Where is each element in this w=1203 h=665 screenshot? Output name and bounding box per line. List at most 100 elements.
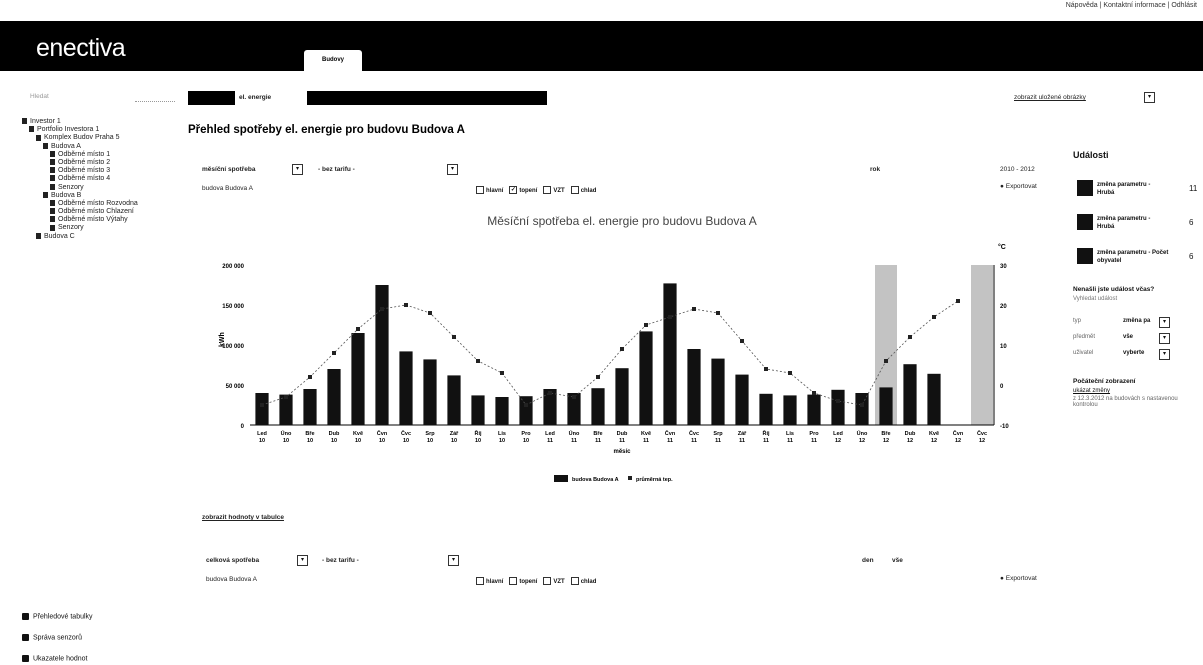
tree-item[interactable]: Senzory [22, 224, 192, 232]
temperature-point [932, 315, 936, 319]
tree-item-label: Budova C [44, 232, 75, 240]
object-select[interactable]: budova Budova A [202, 185, 253, 192]
period-select[interactable]: rok [870, 166, 881, 173]
highlight-band [971, 265, 993, 425]
find-sub[interactable]: Vyhledat událost [1073, 296, 1118, 302]
checkbox-topení[interactable]: ✓ topení [509, 186, 537, 195]
x-tick-label-year: 10 [283, 438, 289, 444]
event-filter[interactable]: typ změna pa ▾ [1073, 317, 1198, 330]
tree-item[interactable]: Komplex Budov Praha 5 [22, 134, 192, 142]
filter-dropdown-icon[interactable]: ▾ [1159, 333, 1170, 344]
bottom-nav-1[interactable]: Správa senzorů [22, 634, 82, 641]
checkbox-box[interactable] [476, 577, 484, 586]
x-tick-label-year: 12 [835, 438, 841, 444]
event-item[interactable]: změna parametru - Hrubá 11 [1073, 180, 1198, 198]
checkbox-label: chlad [580, 188, 597, 194]
date-select-2[interactable]: vše [892, 557, 903, 564]
temperature-point [956, 299, 960, 303]
tree-item[interactable]: Odběrné místo 4 [22, 175, 192, 183]
checkbox-chlad[interactable]: chlad [570, 186, 597, 195]
tariff-dropdown-icon-2[interactable]: ▾ [448, 555, 459, 566]
event-filter[interactable]: uživatel vyberte ▾ [1073, 349, 1198, 362]
tree-item[interactable]: Odběrné místo 1 [22, 151, 192, 159]
tree-item[interactable]: Investor 1 [22, 118, 192, 126]
tree-item[interactable]: Portfolio Investora 1 [22, 126, 192, 134]
bar [663, 283, 677, 425]
tree-item[interactable]: Odběrné místo Rozvodna [22, 200, 192, 208]
export-label-2: Exportovat [1005, 575, 1037, 582]
tab-budovy[interactable]: Budovy [304, 50, 362, 71]
filter-dropdown-icon[interactable]: ▾ [1159, 349, 1170, 360]
mode-dropdown-icon[interactable]: ▾ [292, 164, 303, 175]
node-icon [43, 191, 48, 198]
x-tick-label: Čvc [401, 430, 411, 437]
object-select-2[interactable]: budova Budova A [206, 576, 257, 583]
x-tick-label-year: 11 [763, 438, 769, 444]
checkbox-VZT[interactable]: VZT [543, 577, 565, 586]
tree-item[interactable]: Budova C [22, 233, 192, 241]
mode-select-2[interactable]: celková spotřeba [206, 557, 260, 564]
table-link[interactable]: zobrazit hodnoty v tabulce [202, 514, 284, 521]
tree-item[interactable]: Odběrné místo Výtahy [22, 216, 192, 224]
checkbox-hlavní[interactable]: hlavní [476, 577, 503, 586]
checkbox-box[interactable] [543, 577, 552, 586]
tree-item[interactable]: Senzory [22, 184, 192, 192]
bottom-nav-2[interactable]: Ukazatele hodnot [22, 655, 87, 662]
logo[interactable]: enectiva [36, 34, 126, 62]
checkbox-box[interactable] [509, 577, 518, 586]
x-tick-label-year: 11 [643, 438, 649, 444]
checkbox-box[interactable]: ✓ [509, 186, 518, 195]
checkbox-box[interactable] [543, 186, 552, 195]
year-range[interactable]: 2010 - 2012 [1000, 166, 1035, 173]
tree-item[interactable]: Odběrné místo 3 [22, 167, 192, 175]
event-count: 11 [1189, 184, 1198, 193]
checkbox-hlavní[interactable]: hlavní [476, 186, 503, 195]
temperature-point [596, 375, 600, 379]
x-tick-label: Dub [905, 431, 916, 437]
tree-item[interactable]: Odběrné místo 2 [22, 159, 192, 167]
temperature-line [261, 300, 959, 406]
event-filter[interactable]: předmět vše ▾ [1073, 333, 1198, 346]
event-item[interactable]: změna parametru - Hrubá 6 [1073, 214, 1198, 232]
saved-images-select[interactable]: ▾ [1144, 92, 1155, 103]
checkbox-topení[interactable]: topení [509, 577, 537, 586]
event-item[interactable]: změna parametru - Počet obyvatel 6 [1073, 248, 1198, 266]
tree-item-label: Odběrné místo Výtahy [58, 216, 128, 224]
consumption-chart: Měsíční spotřeba el. energie pro budovu … [219, 214, 1009, 483]
bottom-nav-0[interactable]: Přehledové tabulky [22, 613, 93, 620]
filter-dropdown-icon[interactable]: ▾ [1159, 317, 1170, 328]
mode-select[interactable]: měsíční spotřeba [202, 166, 256, 173]
tree-item[interactable]: Budova A [22, 143, 192, 151]
top-links[interactable]: Nápověda | Kontaktní informace | Odhlási… [1065, 2, 1197, 9]
temperature-point [812, 391, 816, 395]
tariff-dropdown-icon[interactable]: ▾ [447, 164, 458, 175]
checkbox-VZT[interactable]: VZT [543, 186, 565, 195]
export-button-2[interactable]: ● Exportovat [1000, 575, 1037, 582]
x-tick-label: Dub [329, 431, 340, 437]
x-tick-label-year: 12 [931, 438, 937, 444]
checkbox-box[interactable] [570, 186, 579, 195]
checkbox-box[interactable] [570, 577, 579, 586]
x-tick-label: Led [833, 431, 843, 437]
x-tick-label: Čvn [953, 430, 964, 437]
tree-item[interactable]: Budova B [22, 192, 192, 200]
export-button[interactable]: ● Exportovat [1000, 183, 1037, 190]
energy-selector[interactable] [307, 91, 547, 105]
checkbox-chlad[interactable]: chlad [570, 577, 596, 586]
bar [327, 369, 341, 425]
period-select-2[interactable]: den [862, 557, 874, 564]
page-title: Přehled spotřeby el. energie pro budovu … [188, 124, 465, 136]
view-selector[interactable] [188, 91, 235, 105]
x-tick-label-year: 10 [379, 438, 385, 444]
x-tick-label: Lis [786, 431, 794, 437]
filter-input[interactable]: Hledat [30, 93, 49, 100]
mode-dropdown-icon-2[interactable]: ▾ [297, 555, 308, 566]
legend-label-line: průměrná tep. [636, 476, 673, 483]
tree-item[interactable]: Odběrné místo Chlazení [22, 208, 192, 216]
saved-images-link[interactable]: zobrazit uložené obrázky [1014, 94, 1086, 101]
checkbox-box[interactable] [476, 186, 484, 195]
x-tick-label: Úno [569, 430, 580, 437]
tariff-select-2[interactable]: - bez tarifu - [322, 557, 359, 564]
tariff-select[interactable]: - bez tarifu - [318, 166, 355, 173]
settings-link[interactable]: ukázat změny [1073, 388, 1111, 394]
